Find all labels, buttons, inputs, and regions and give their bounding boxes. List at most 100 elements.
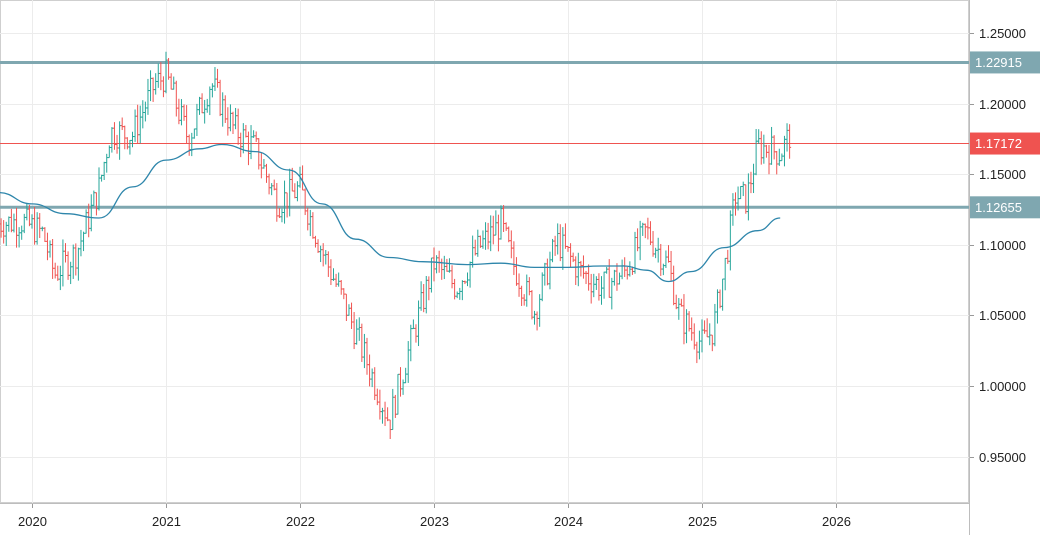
candle-up <box>592 273 596 298</box>
y-tick-label: 0.95000 <box>979 450 1026 465</box>
candle-down <box>94 192 98 216</box>
candle-down <box>574 256 578 285</box>
candlestick-series <box>0 51 792 440</box>
candle-down <box>726 249 730 264</box>
candle-down <box>682 294 686 345</box>
candle-down <box>45 232 49 261</box>
candle-down <box>535 311 539 331</box>
candle-down <box>272 179 276 191</box>
candle-down <box>360 323 364 362</box>
candle-up <box>319 245 323 263</box>
candle-up <box>288 168 292 217</box>
y-tick-label: 1.00000 <box>979 379 1026 394</box>
x-tick-label: 2020 <box>18 514 47 529</box>
candle-down <box>687 311 691 332</box>
candle-up <box>409 324 413 362</box>
candle-down <box>231 111 235 134</box>
candle-down <box>767 144 771 175</box>
candle-up <box>84 209 88 234</box>
candle-down <box>514 257 518 286</box>
candle-down <box>692 323 696 350</box>
candle-up <box>210 83 214 98</box>
candle-up <box>404 367 408 384</box>
candle-down <box>66 251 70 280</box>
candle-down <box>267 173 271 195</box>
moving-average-line <box>0 143 781 283</box>
candle-up <box>612 269 616 286</box>
candle-up <box>221 92 225 127</box>
candle-up <box>195 103 199 136</box>
candle-up <box>746 173 750 221</box>
candle-up <box>105 153 109 173</box>
candle-down <box>659 243 663 276</box>
candle-up <box>179 99 183 126</box>
candle-down <box>2 220 6 244</box>
candle-up <box>164 51 168 94</box>
candle-up <box>149 70 153 102</box>
candle-up <box>752 163 756 194</box>
candle-down <box>321 243 325 267</box>
candle-down <box>674 294 678 310</box>
candle-up <box>424 275 428 314</box>
candle-up <box>661 263 665 276</box>
candle-up <box>190 132 194 157</box>
candle-down <box>257 138 261 170</box>
candle-up <box>715 289 719 324</box>
candle-down <box>244 124 248 138</box>
candle-up <box>429 257 433 293</box>
x-tick-label: 2023 <box>420 514 449 529</box>
candle-down <box>502 205 506 232</box>
grid <box>0 0 969 503</box>
candle-up <box>728 210 732 271</box>
candle-down <box>169 73 173 90</box>
candle-up <box>741 181 745 197</box>
candle-down <box>584 270 588 285</box>
current-price-label: 1.17172 <box>975 136 1022 151</box>
candle-up <box>35 212 39 245</box>
candle-up <box>641 222 645 236</box>
candle-up <box>780 153 784 162</box>
candle-down <box>527 277 531 296</box>
candle-up <box>411 319 415 330</box>
candle-up <box>697 330 701 360</box>
candle-up <box>685 309 689 344</box>
candle-down <box>223 95 227 123</box>
candle-down <box>115 134 119 154</box>
candle-up <box>380 407 384 424</box>
candle-down <box>293 183 297 199</box>
plot-frame <box>0 0 969 503</box>
candle-up <box>602 271 606 299</box>
candle-down <box>589 273 593 304</box>
candle-down <box>427 276 431 301</box>
candle-up <box>762 134 766 164</box>
candle-down <box>545 258 549 286</box>
candle-up <box>406 341 410 383</box>
candle-up <box>525 274 529 307</box>
candle-down <box>334 273 338 287</box>
candle-down <box>373 367 377 401</box>
candle-up <box>118 121 122 160</box>
candle-down <box>695 341 699 364</box>
candle-down <box>710 334 714 352</box>
candle-up <box>664 250 668 268</box>
candle-up <box>494 210 498 236</box>
candle-up <box>499 205 503 240</box>
candle-down <box>432 247 436 282</box>
candle-up <box>12 213 16 233</box>
candle-up <box>154 73 158 95</box>
x-tick-label: 2021 <box>152 514 181 529</box>
candle-up <box>757 129 761 144</box>
candle-up <box>561 227 565 270</box>
candle-up <box>172 76 176 90</box>
candle-down <box>507 226 511 243</box>
candle-down <box>679 298 683 307</box>
candle-up <box>20 225 24 240</box>
candle-down <box>393 394 397 418</box>
candle-down <box>352 312 356 350</box>
candle-up <box>628 261 632 277</box>
candle-up <box>600 276 603 305</box>
candle-down <box>478 235 482 248</box>
candle-down <box>775 151 779 175</box>
candle-up <box>471 235 475 268</box>
